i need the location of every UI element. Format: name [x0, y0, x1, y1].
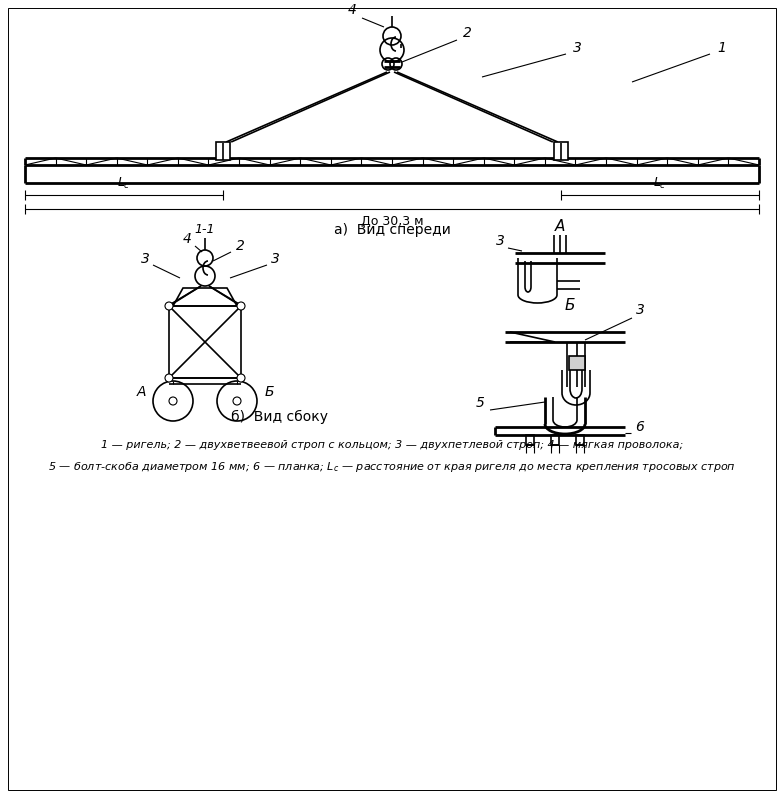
- Text: 4: 4: [183, 232, 191, 246]
- Circle shape: [237, 302, 245, 310]
- Text: Б: Б: [564, 298, 575, 313]
- Text: а)  Вид спереди: а) Вид спереди: [333, 223, 451, 237]
- Text: 3: 3: [140, 252, 150, 266]
- Bar: [569, 356, 585, 370]
- Bar: [576, 435, 584, 445]
- Bar: [551, 435, 559, 445]
- Text: 3: 3: [636, 303, 644, 317]
- Circle shape: [165, 302, 173, 310]
- Text: 6: 6: [636, 420, 644, 434]
- Circle shape: [169, 397, 177, 405]
- Text: $L_c$: $L_c$: [653, 176, 666, 191]
- Text: 5 — болт-скоба диаметром 16 мм; 6 — планка; $L_c$ — расстояние от края ригеля до: 5 — болт-скоба диаметром 16 мм; 6 — план…: [48, 460, 736, 474]
- Circle shape: [165, 374, 173, 382]
- Circle shape: [233, 397, 241, 405]
- Text: 4: 4: [347, 3, 357, 17]
- Text: А: А: [555, 219, 565, 234]
- Text: 3: 3: [572, 41, 582, 55]
- Text: 2: 2: [235, 239, 245, 253]
- Bar: [554, 142, 568, 160]
- Bar: [169, 306, 241, 378]
- Text: 3: 3: [270, 252, 279, 266]
- Text: Б: Б: [264, 385, 274, 399]
- Text: 2: 2: [463, 26, 471, 40]
- Text: б)  Вид сбоку: б) Вид сбоку: [231, 410, 328, 424]
- Text: До 30,3 м: До 30,3 м: [361, 215, 423, 228]
- Text: 3: 3: [495, 234, 504, 248]
- Circle shape: [237, 374, 245, 382]
- Text: 1: 1: [717, 41, 727, 55]
- Bar: [216, 142, 230, 160]
- Text: 1 — ригель; 2 — двухветвеевой строп с кольцом; 3 — двухпетлевой строп; 4 — мягка: 1 — ригель; 2 — двухветвеевой строп с ко…: [101, 440, 683, 450]
- Text: $L_c$: $L_c$: [118, 176, 131, 191]
- Text: 1-1: 1-1: [194, 223, 216, 236]
- Text: А: А: [136, 385, 146, 399]
- Bar: [526, 435, 534, 445]
- Text: 5: 5: [476, 396, 485, 410]
